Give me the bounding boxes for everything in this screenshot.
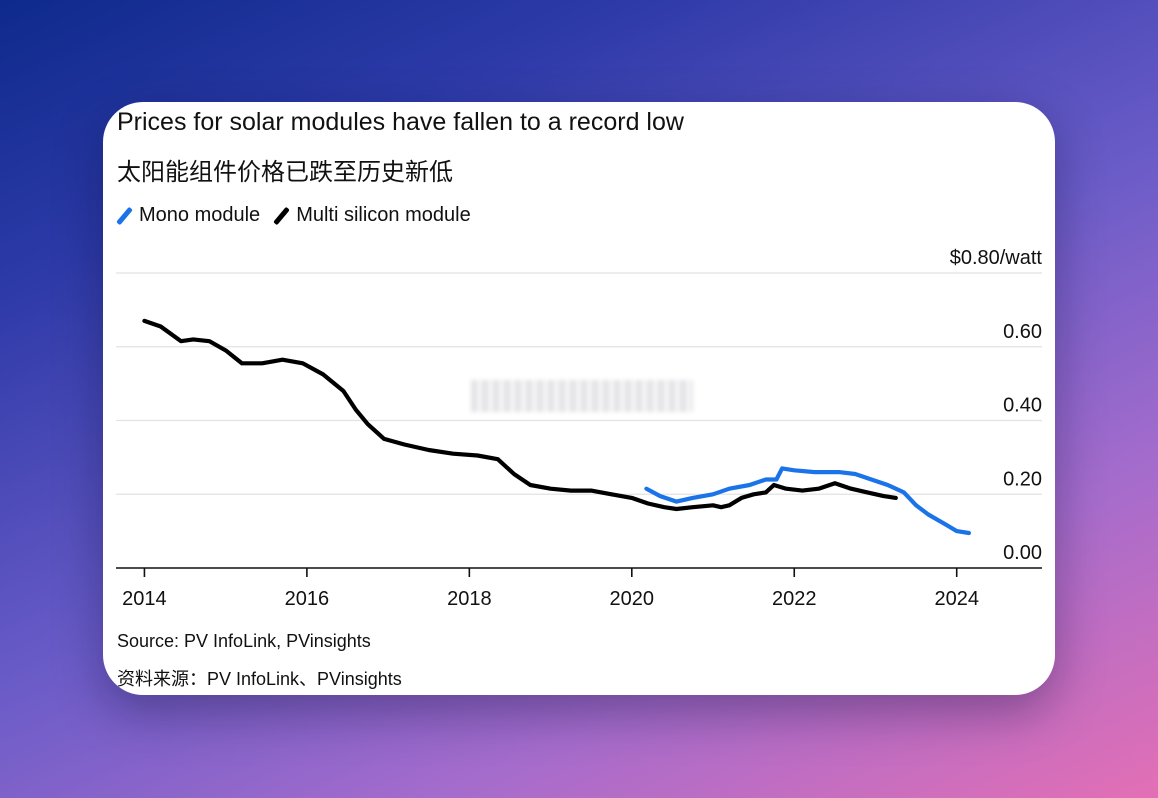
x-tick-label-0: 2014	[122, 588, 167, 610]
legend-item-multi: Multi silicon module	[273, 204, 471, 227]
legend-item-mono: Mono module	[116, 204, 261, 227]
series-line-mono	[644, 466, 971, 536]
x-tick-label-5: 2024	[934, 588, 979, 610]
x-tick-label-4: 2022	[772, 588, 817, 610]
y-tick-label-4: 0.00	[1003, 542, 1042, 564]
x-tick-label-3: 2020	[610, 588, 655, 610]
chart-card: Prices for solar modules have fallen to …	[103, 102, 1055, 695]
legend-label-mono: Mono module	[139, 204, 261, 226]
source-note-cn: 资料来源：PV InfoLink、PVinsights	[117, 669, 402, 689]
line-chart: $0.80/watt 0.60 0.40 0.20 0.00 2014 2016 2018 20…	[116, 247, 1043, 610]
y-tick-label-3: 0.20	[1003, 468, 1042, 490]
x-tick-label-1: 2016	[285, 588, 330, 610]
chart-subtitle: 太阳能组件价格已跌至历史新低	[117, 159, 453, 186]
source-note: Source: PV InfoLink, PVinsights	[117, 631, 371, 651]
legend-label-multi: Multi silicon module	[296, 204, 471, 226]
x-tick-label-2: 2018	[447, 588, 492, 610]
y-tick-label-1: 0.60	[1003, 321, 1042, 343]
series-line-multi	[142, 318, 898, 512]
legend: Mono module Multi silicon module	[116, 204, 485, 227]
y-tick-label-2: 0.40	[1003, 395, 1042, 417]
watermark-blur	[471, 380, 693, 412]
chart-title: Prices for solar modules have fallen to …	[117, 108, 684, 136]
y-tick-label-0: $0.80/watt	[950, 247, 1043, 269]
